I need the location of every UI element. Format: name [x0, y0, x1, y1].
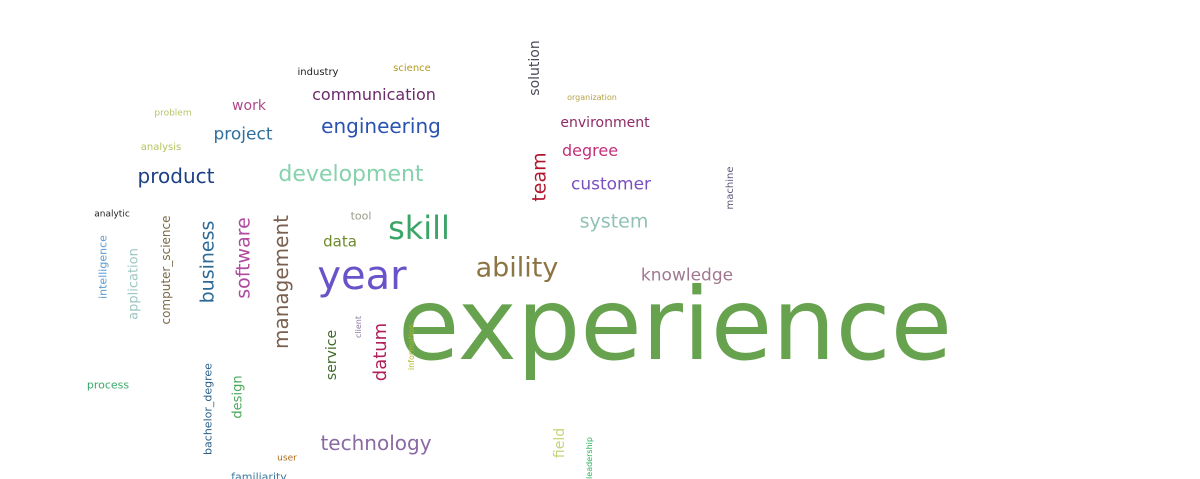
- word-customer: customer: [570, 174, 652, 195]
- word-technology: technology: [320, 431, 432, 455]
- word-system: system: [579, 210, 649, 233]
- word-team: team: [528, 152, 551, 202]
- word-communication: communication: [312, 85, 436, 104]
- word-data: data: [323, 232, 357, 251]
- word-application: application: [126, 248, 142, 320]
- word-user: user: [277, 453, 297, 464]
- word-tool: tool: [350, 209, 372, 223]
- word-familiarity: familiarity: [231, 470, 287, 479]
- word-development: development: [278, 162, 424, 187]
- word-design: design: [230, 375, 246, 419]
- word-ability: ability: [475, 252, 559, 284]
- word-work: work: [232, 98, 266, 114]
- word-year: year: [317, 253, 407, 299]
- word-bachelor-degree: bachelor_degree: [201, 363, 215, 455]
- word-environment: environment: [560, 115, 650, 131]
- word-computer-science: computer_science: [159, 215, 173, 325]
- word-industry: industry: [297, 67, 339, 78]
- word-problem: problem: [154, 108, 192, 119]
- word-field: field: [552, 427, 568, 459]
- word-client: client: [354, 316, 363, 338]
- word-project: project: [213, 124, 273, 145]
- word-information: information: [407, 323, 416, 371]
- word-analysis: analysis: [140, 142, 182, 153]
- word-service: service: [324, 329, 340, 381]
- word-leadership: leadership: [585, 437, 594, 479]
- word-management: management: [269, 215, 293, 349]
- word-process: process: [86, 378, 130, 392]
- word-knowledge: knowledge: [640, 265, 734, 286]
- word-machine: machine: [725, 166, 736, 210]
- word-organization: organization: [567, 93, 617, 102]
- word-business: business: [196, 220, 219, 304]
- word-datum: datum: [370, 322, 391, 382]
- word-product: product: [137, 164, 215, 188]
- word-analytic: analytic: [94, 209, 130, 220]
- word-degree: degree: [561, 141, 619, 160]
- word-intelligence: intelligence: [96, 235, 110, 299]
- word-software: software: [232, 217, 255, 299]
- word-solution: solution: [527, 40, 543, 96]
- word-experience: experience: [397, 266, 953, 383]
- word-engineering: engineering: [321, 114, 441, 138]
- word-skill: skill: [388, 209, 450, 247]
- word-science: science: [393, 63, 431, 74]
